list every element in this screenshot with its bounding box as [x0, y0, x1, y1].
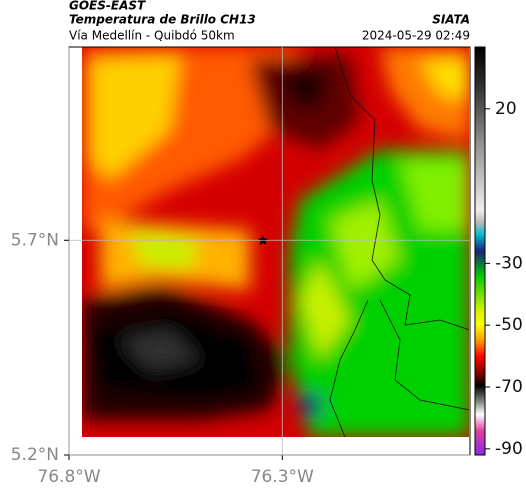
y-tick-label: 5.7°N — [11, 230, 59, 250]
colorbar-tick-label: 20 — [495, 99, 517, 119]
brand: SIATA — [432, 13, 470, 27]
colorbar — [474, 46, 486, 456]
x-tick-label: 76.3°W — [251, 467, 314, 487]
title: Temperatura de Brillo CH13 — [69, 13, 256, 27]
source: GOES-EAST — [69, 0, 146, 13]
colorbar-tick-label: -50 — [495, 315, 523, 335]
y-tick-label: 5.2°N — [11, 445, 59, 465]
colorbar-tick-label: -90 — [495, 439, 523, 459]
colorbar-tick-label: -70 — [495, 377, 523, 397]
x-tick-label: 76.8°W — [37, 467, 100, 487]
datetime: 2024-05-29 02:49 — [362, 29, 470, 43]
subtitle: Vía Medellín - Quibdó 50km — [69, 29, 235, 43]
colorbar-tick-label: -30 — [495, 253, 523, 273]
brightness-image — [82, 47, 469, 437]
